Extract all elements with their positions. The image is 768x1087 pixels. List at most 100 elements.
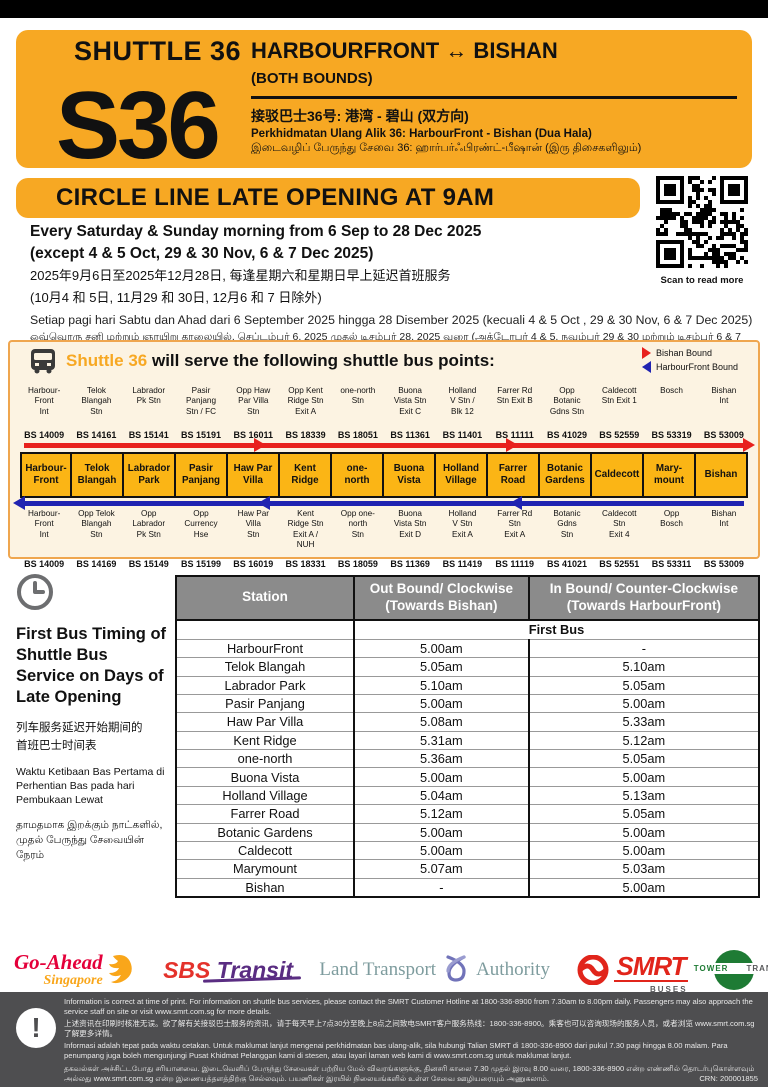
inbound-time-cell: 5.05am	[527, 748, 761, 768]
bus-stop-name: Harbour- Front Int	[27, 386, 61, 416]
bus-stop-name: Caldecott Stn Exit 4	[601, 509, 637, 539]
outbound-stops-row: Harbour- Front Int BS 14009 Telok Blangah …	[10, 386, 758, 440]
station-box: Botanic Gardens	[538, 452, 592, 498]
outbound-time-cell: 5.12am	[353, 804, 530, 823]
bus-stop: Caldecott Stn Exit 4 BS 52551	[593, 509, 645, 569]
bus-stop: Botanic Gdns Stn BS 41021	[541, 509, 593, 569]
bus-stop-code: BS 11369	[390, 559, 430, 569]
station-cell: Marymount	[175, 859, 355, 879]
bus-stop-name: Opp one- north Stn	[340, 509, 375, 539]
route-title-zh: 接驳巴士36号: 港湾 - 碧山 (双方向)	[251, 108, 469, 124]
bus-stop: Bishan Int BS 53009	[698, 509, 750, 569]
bus-stop-code: BS 53009	[703, 559, 744, 569]
timing-heading-en: First Bus Timing of Shuttle Bus Service …	[16, 625, 167, 707]
bus-stop-name: Harbour- Front Int	[27, 509, 61, 539]
bus-stop: Buona Vista Stn Exit C BS 11361	[384, 386, 436, 440]
arrowhead	[258, 496, 270, 510]
panel-title-route: Shuttle 36	[66, 351, 148, 370]
outbound-time-cell: 5.00am	[353, 840, 530, 860]
station-cell: Holland Village	[175, 785, 355, 805]
lta-text-left: Land Transport	[319, 959, 437, 980]
bus-stop: Opp Botanic Gdns Stn BS 41029	[541, 386, 593, 440]
bus-stop-code: BS 41029	[546, 430, 587, 440]
notice-en-line2: (except 4 & 5 Oct, 29 & 30 Nov, 6 & 7 De…	[30, 244, 374, 262]
bus-stop-name: Buona Vista Stn Exit C	[393, 386, 427, 416]
shuttle-label: SHUTTLE 36	[74, 36, 242, 66]
inbound-time-cell: 5.10am	[527, 657, 761, 676]
table-row: Caldecott 5.00am 5.00am	[175, 840, 761, 860]
bus-stop-name: Opp Botanic Gdns Stn	[549, 386, 585, 416]
qr-code	[656, 176, 748, 268]
notice-en-line1: Every Saturday & Sunday morning from 6 S…	[30, 223, 482, 240]
shuttle-points-panel: Shuttle 36 will serve the following shut…	[8, 340, 760, 569]
station-box: Kent Ridge	[278, 452, 332, 498]
sbs-transit-wordmark: SBS Transit	[163, 957, 302, 984]
inbound-time-cell: -	[527, 638, 761, 658]
station-box: Caldecott	[590, 452, 644, 498]
bus-stop: Opp one- north Stn BS 18059	[332, 509, 384, 569]
arrowhead	[13, 496, 25, 510]
legend-label: HarbourFront Bound	[656, 362, 739, 372]
go-ahead-wordmark: Go-Ahead Singapore	[14, 952, 137, 988]
station-cell: one-north	[175, 748, 355, 768]
tower-globe-icon: TOWER TRANSIT	[694, 950, 768, 990]
blue-left-arrow-icon	[642, 361, 651, 373]
station-box: Pasir Panjang	[174, 452, 228, 498]
bus-stop: Labrador Pk Stn BS 15141	[123, 386, 175, 440]
col-header-station: Station	[175, 575, 355, 621]
inbound-time-cell: 5.13am	[527, 785, 761, 805]
col-header-inbound: In Bound/ Counter-Clockwise (Towards Har…	[527, 575, 761, 621]
divider	[251, 96, 737, 99]
footer: ! Information is correct at time of prin…	[0, 992, 768, 1087]
bus-stop: Kent Ridge Stn Exit A / NUH BS 18331	[279, 509, 331, 569]
go-ahead-text: Go-Ahead	[14, 950, 103, 974]
station-box: Telok Blangah	[70, 452, 124, 498]
inbound-time-cell: 5.00am	[527, 822, 761, 842]
lta-ribbon-icon	[446, 955, 466, 982]
outbound-time-cell: 5.08am	[353, 712, 530, 732]
bus-stop: Holland V Stn / Blk 12 BS 11401	[436, 386, 488, 440]
station-cell: Farrer Road	[175, 804, 355, 823]
table-row: Kent Ridge 5.31am 5.12am	[175, 730, 761, 750]
timing-heading-ms: Waktu Ketibaan Bas Pertama di Perhentian…	[16, 765, 165, 807]
table-row: Buona Vista 5.00am 5.00am	[175, 767, 761, 787]
table-row: Pasir Panjang 5.00am 5.00am	[175, 693, 761, 713]
bus-stop-code: BS 18331	[285, 559, 326, 569]
timing-heading-zh: 列车服务延迟开始期间的 首班巴士时间表	[16, 722, 143, 752]
station-cell: Pasir Panjang	[175, 693, 355, 713]
bus-stop: Bosch BS 53319	[645, 386, 697, 440]
bus-stop-code: BS 14161	[76, 430, 117, 440]
qr-caption: Scan to read more	[660, 275, 744, 286]
inbound-time-cell: 5.00am	[527, 877, 761, 898]
inbound-time-cell: 5.00am	[527, 767, 761, 787]
bus-stop-name: Labrador Pk Stn	[132, 386, 166, 406]
bus-stop-name: Opp Haw Par Villa Stn	[236, 386, 271, 416]
table-row: Botanic Gardens 5.00am 5.00am	[175, 822, 761, 842]
inbound-time-cell: 5.05am	[527, 804, 761, 823]
route-title-en: HARBOURFRONT ↔ BISHAN	[251, 38, 558, 63]
arrowhead	[510, 496, 522, 510]
bishan-bound-arrow	[24, 438, 755, 452]
qr-block: Scan to read more	[652, 176, 752, 286]
table-row: Marymount 5.07am 5.03am	[175, 859, 761, 879]
table-subheader-row: First Bus	[175, 618, 760, 640]
smrt-text: SMRT	[614, 951, 688, 983]
bus-stop: Bishan Int BS 53009	[698, 386, 750, 440]
footer-ta: தகவல்கள் அச்சிட்டபோது சரியானவை. இடைவெளிப…	[64, 1063, 755, 1083]
smrt-buses-text: BUSES	[650, 985, 688, 995]
inbound-time-cell: 5.00am	[527, 840, 761, 860]
table-header-row: Station Out Bound/ Clockwise (Towards Bi…	[175, 575, 761, 621]
notice-zh-line1: 2025年9月6日至2025年12月28日, 每逢星期六和星期日早上延迟首班服务	[30, 268, 451, 284]
station-boxes-row: Harbour- Front Telok Blangah Labrador Park…	[20, 452, 748, 498]
outbound-time-cell: 5.00am	[353, 767, 530, 787]
station-box: one- north	[330, 452, 384, 498]
station-box: Harbour- Front	[20, 452, 72, 498]
table-row: Farrer Road 5.12am 5.05am	[175, 804, 761, 823]
table-row: Telok Blangah 5.05am 5.10am	[175, 657, 761, 676]
bus-stop-name: Farrer Rd Stn Exit A	[497, 509, 533, 539]
route-subtitle-en: (BOTH BOUNDS)	[251, 70, 373, 87]
bus-stop-code: BS 52559	[599, 430, 640, 440]
bus-stop-code: BS 11119	[495, 559, 534, 569]
operator-logos: Go-Ahead Singapore SBS Transit Land Tran…	[0, 948, 768, 995]
bus-stop-code: BS 15191	[180, 430, 221, 440]
